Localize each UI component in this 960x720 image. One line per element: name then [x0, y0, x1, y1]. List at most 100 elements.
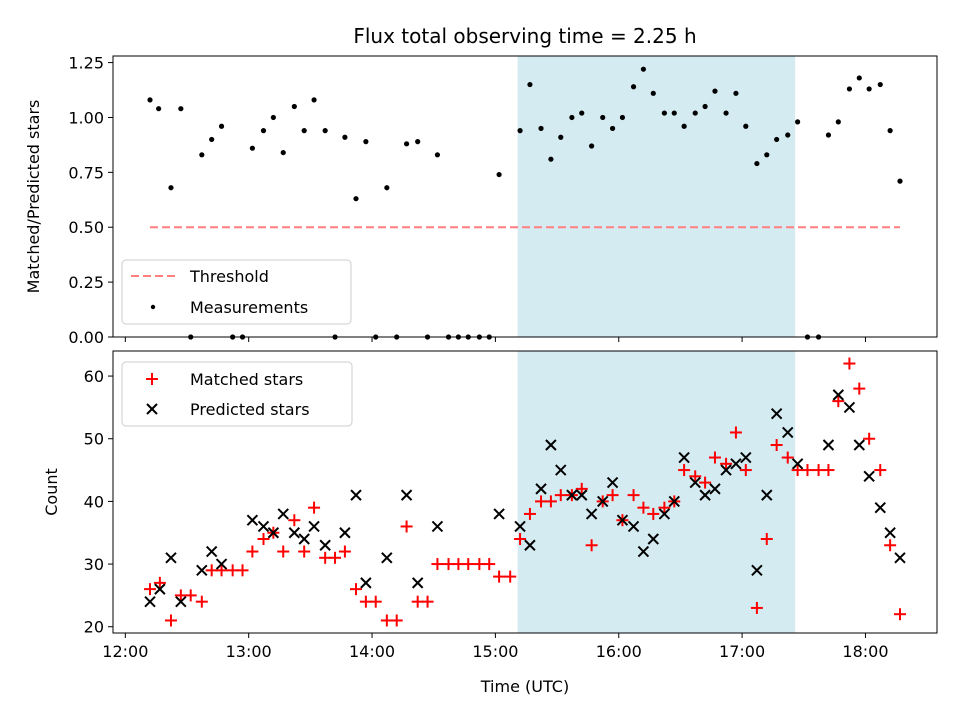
predicted-star-point — [400, 489, 413, 501]
predicted-star-point — [319, 539, 331, 551]
matched-star-point — [523, 507, 536, 520]
predicted-star-point — [215, 558, 228, 570]
cross-stroke — [215, 558, 228, 570]
matched-star-point — [483, 558, 496, 571]
predicted-star-point — [350, 489, 362, 501]
x-tick-label: 15:00 — [472, 642, 518, 661]
measurement-point — [774, 136, 780, 143]
matched-star-point — [647, 507, 660, 520]
measurement-point — [384, 185, 390, 191]
predicted-star-point — [144, 595, 156, 608]
cross-stroke — [205, 545, 218, 558]
matched-star-point — [843, 357, 856, 370]
measurement-point — [178, 106, 184, 112]
predicted-star-point — [678, 451, 690, 464]
cross-stroke — [730, 458, 742, 470]
cross-stroke — [576, 489, 588, 501]
measurement-point — [795, 119, 801, 125]
matched-star-point — [893, 608, 906, 621]
cross-stroke — [668, 495, 680, 508]
matched-star-point — [699, 476, 712, 489]
cross-stroke — [298, 533, 310, 545]
bottom-y-axis-label: Count — [42, 468, 61, 516]
matched-star-point — [308, 501, 321, 514]
cross-stroke — [782, 426, 794, 439]
predicted-star-point — [874, 501, 886, 514]
measurement-point — [548, 156, 554, 162]
cross-stroke — [770, 407, 783, 420]
measurement-point — [168, 185, 174, 191]
cross-stroke — [360, 577, 372, 589]
predicted-star-point — [288, 527, 301, 539]
measurement-point — [147, 97, 153, 103]
y-tick-label: 20 — [84, 618, 104, 637]
cross-stroke — [288, 527, 301, 539]
measurement-point — [866, 86, 872, 92]
predicted-star-point — [411, 577, 424, 589]
matched-star-point — [329, 551, 342, 564]
matched-star-point — [627, 489, 640, 502]
predicted-star-point — [832, 389, 845, 401]
measurement-point — [218, 123, 225, 129]
x-tick-label: 17:00 — [719, 642, 765, 661]
measurement-point — [897, 178, 903, 184]
matched-star-point — [658, 501, 671, 514]
measurement-point — [712, 88, 718, 94]
measurement-point — [723, 110, 729, 116]
measurement-point — [785, 132, 791, 138]
predicted-star-point — [381, 552, 393, 564]
matched-star-point — [781, 451, 794, 464]
cross-stroke — [678, 451, 690, 464]
measurement-point — [733, 90, 739, 96]
cross-stroke — [535, 483, 547, 495]
cross-stroke — [894, 552, 906, 564]
predicted-star-point — [647, 533, 659, 545]
measurement-point — [846, 86, 853, 92]
matched-star-point — [739, 464, 752, 477]
measurement-point — [661, 110, 667, 116]
legend-measurements-label: Measurements — [190, 298, 308, 317]
measurement-point — [558, 134, 564, 140]
predicted-star-point — [524, 539, 536, 551]
predicted-star-point — [165, 552, 177, 564]
matched-star-point — [801, 464, 814, 477]
cross-stroke — [566, 489, 578, 501]
predicted-star-point — [782, 426, 794, 439]
y-tick-label: 30 — [84, 555, 104, 574]
cross-stroke — [822, 439, 835, 451]
cross-stroke — [709, 483, 721, 495]
predicted-star-point — [637, 545, 650, 558]
predicted-star-point — [791, 458, 804, 470]
predicted-star-point — [308, 520, 320, 533]
bottom-x-ticks: 12:00 13:00 14:00 15:00 16:00 17:00 18:00 — [102, 633, 889, 661]
cross-stroke — [246, 514, 259, 526]
top-axes-frame — [112, 55, 938, 338]
matched-star-point — [544, 495, 557, 508]
measurement-point — [681, 123, 687, 129]
matched-star-point — [504, 570, 517, 583]
cross-stroke — [637, 545, 650, 558]
measurement-point — [640, 66, 647, 72]
cross-stroke — [196, 564, 208, 577]
predicted-star-point — [709, 483, 721, 495]
predicted-star-point — [668, 495, 680, 508]
predicted-star-point — [843, 401, 856, 414]
measurement-point — [209, 136, 215, 143]
measurement-point — [249, 145, 255, 151]
cross-stroke — [585, 508, 598, 520]
cross-stroke — [514, 520, 526, 533]
predicted-star-point — [535, 483, 547, 495]
cross-stroke — [257, 520, 270, 533]
measurement-point — [743, 123, 749, 129]
measurement-point — [764, 152, 770, 158]
cross-stroke — [524, 539, 536, 551]
matched-star-point — [153, 576, 166, 589]
matched-star-point — [832, 395, 845, 408]
matched-star-point — [822, 464, 835, 477]
cross-stroke — [597, 495, 609, 508]
matched-star-point — [853, 382, 866, 395]
measurement-point — [671, 110, 677, 116]
bottom-axes-frame — [112, 350, 938, 634]
measurement-point — [301, 128, 307, 134]
predicted-star-point — [740, 451, 752, 464]
